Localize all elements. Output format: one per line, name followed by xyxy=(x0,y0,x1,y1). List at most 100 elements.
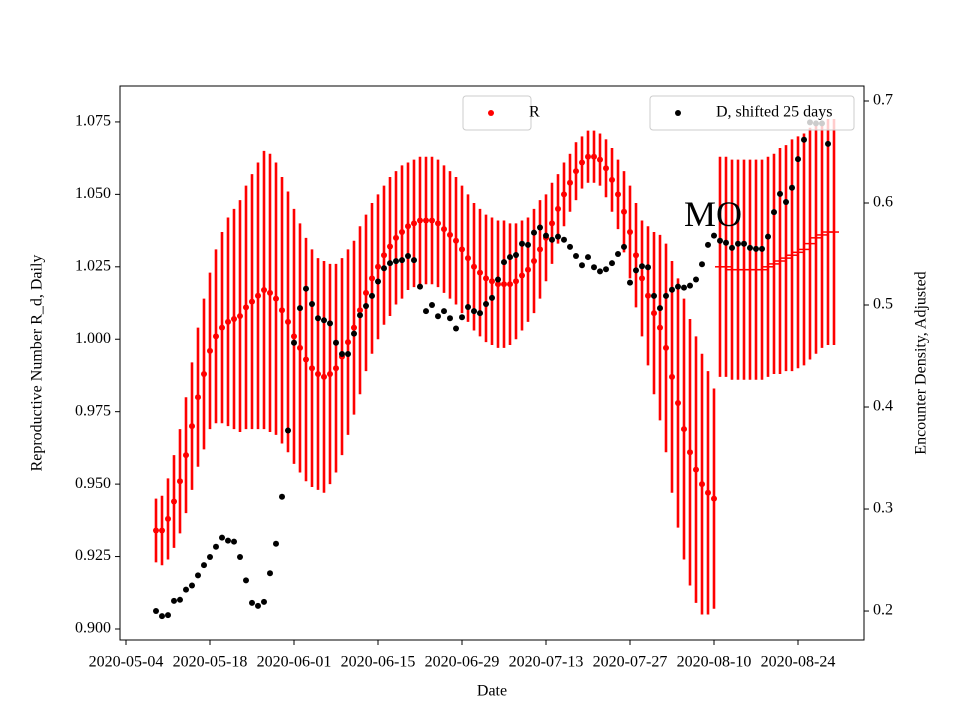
point xyxy=(327,320,333,327)
point xyxy=(207,553,213,560)
point xyxy=(279,307,285,314)
point xyxy=(435,313,441,320)
x-tick-label: 2020-06-01 xyxy=(257,654,332,671)
point xyxy=(183,452,189,459)
point xyxy=(531,229,537,236)
point xyxy=(753,245,759,252)
point xyxy=(225,537,231,544)
point xyxy=(729,244,735,251)
point xyxy=(501,281,507,288)
x-tick-label: 2020-06-15 xyxy=(341,654,416,671)
point xyxy=(255,292,261,299)
point xyxy=(597,156,603,163)
point xyxy=(165,612,171,619)
point xyxy=(393,234,399,241)
y2-tick-label: 0.5 xyxy=(873,296,893,313)
y-tick-label: 1.075 xyxy=(75,113,111,130)
point xyxy=(399,257,405,264)
point xyxy=(627,279,633,286)
point xyxy=(633,267,639,274)
point xyxy=(219,534,225,541)
x-tick-label: 2020-08-24 xyxy=(761,654,836,671)
y2-axis-label: Encounter Density, Adjusted xyxy=(913,271,930,454)
x-tick-label: 2020-06-29 xyxy=(425,654,500,671)
point xyxy=(459,246,465,253)
point xyxy=(189,582,195,589)
point xyxy=(345,350,351,357)
y2-tick-label: 0.6 xyxy=(873,194,893,211)
point xyxy=(435,220,441,227)
point xyxy=(771,209,777,216)
point xyxy=(321,373,327,380)
point xyxy=(423,217,429,224)
point xyxy=(525,241,531,248)
point xyxy=(417,283,423,290)
point xyxy=(555,205,561,212)
point xyxy=(711,495,717,502)
point xyxy=(693,276,699,283)
point xyxy=(303,356,309,363)
point xyxy=(249,599,255,606)
point xyxy=(597,268,603,275)
point xyxy=(375,263,381,270)
point xyxy=(423,308,429,315)
point xyxy=(177,596,183,603)
point xyxy=(309,300,315,307)
point xyxy=(633,252,639,259)
point xyxy=(321,317,327,324)
point xyxy=(507,254,513,261)
point xyxy=(681,284,687,291)
point xyxy=(411,220,417,227)
point xyxy=(429,217,435,224)
point xyxy=(651,310,657,317)
point xyxy=(255,602,261,609)
point xyxy=(291,339,297,346)
x-tick-label: 2020-08-10 xyxy=(677,654,752,671)
point xyxy=(465,255,471,262)
point xyxy=(369,292,375,299)
y2-tick-label: 0.7 xyxy=(873,92,893,109)
point xyxy=(765,233,771,240)
point xyxy=(171,597,177,604)
point xyxy=(315,371,321,378)
point xyxy=(153,608,159,615)
legend-box xyxy=(649,95,855,131)
point xyxy=(627,229,633,236)
point xyxy=(741,240,747,247)
point xyxy=(759,245,765,252)
point xyxy=(213,333,219,340)
legend-box xyxy=(462,95,532,131)
point xyxy=(165,515,171,522)
point xyxy=(279,493,285,500)
point xyxy=(525,266,531,273)
point xyxy=(825,140,831,147)
point xyxy=(531,258,537,265)
point xyxy=(537,224,543,231)
point xyxy=(159,527,165,534)
point xyxy=(441,308,447,315)
plot-frame xyxy=(119,85,865,641)
point xyxy=(669,373,675,380)
point xyxy=(783,198,789,205)
point xyxy=(477,269,483,276)
point xyxy=(393,258,399,265)
point xyxy=(453,237,459,244)
point xyxy=(333,365,339,372)
point xyxy=(207,347,213,354)
point xyxy=(249,298,255,305)
point xyxy=(297,305,303,312)
point xyxy=(585,153,591,160)
y2-tick-label: 0.2 xyxy=(873,602,893,619)
point xyxy=(351,324,357,331)
point xyxy=(639,263,645,270)
point xyxy=(465,304,471,311)
point xyxy=(351,330,357,337)
point xyxy=(705,489,711,496)
point xyxy=(441,226,447,233)
point xyxy=(273,540,279,547)
point xyxy=(561,236,567,243)
point xyxy=(699,481,705,488)
point xyxy=(579,262,585,269)
point xyxy=(795,156,801,163)
